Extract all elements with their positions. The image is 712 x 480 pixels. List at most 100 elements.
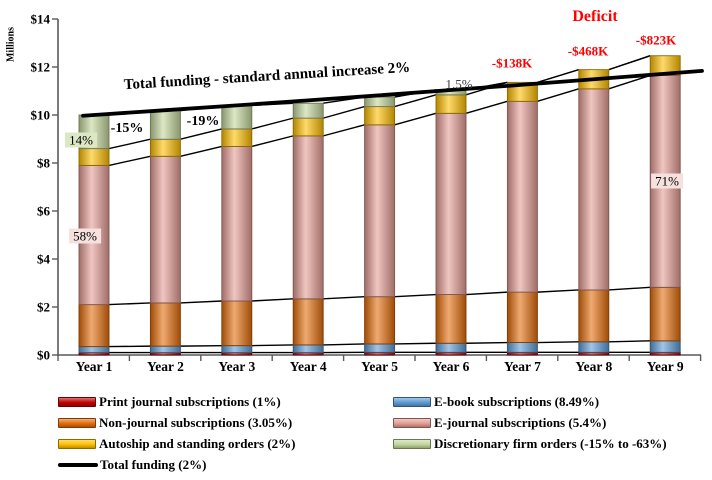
series-connector-line [323,105,365,119]
series-connector-line [465,341,508,344]
series-connector-line [537,341,579,344]
legend-line-swatch [58,462,98,467]
bar-segment-5-year-4 [292,102,324,119]
x-category-label: Year 6 [433,359,470,374]
x-category-label: Year 3 [218,359,255,374]
bar-segment-4-year-6 [435,94,467,114]
legend-item: E-book subscriptions (8.49%) [393,391,667,412]
legend-color-swatch [58,396,96,407]
bar-segment-4-year-5 [364,106,396,126]
legend-label: Total funding (2%) [100,456,207,472]
x-category-label: Year 1 [76,359,113,374]
series-connector-line [108,155,151,167]
legend-item: Print journal subscriptions (1%) [58,391,296,412]
series-connector-line [608,74,651,90]
series-connector-line [323,124,365,137]
legend-column-2: E-book subscriptions (8.49%) E-journal su… [393,391,667,454]
segment-pct-label: 58% [69,228,101,244]
series-connector-line [251,117,294,130]
bar-segment-2-year-5 [364,296,396,345]
series-connector-line [394,293,437,298]
bar-segment-2-year-7 [506,291,538,343]
bar-segment-3-year-2 [149,155,181,304]
series-connector-line [537,88,580,102]
discretionary-decline-label: -15% [110,121,144,136]
bar-segment-2-year-9 [649,286,681,342]
x-category-label: Year 8 [575,359,612,374]
bar-segment-2-year-4 [292,298,324,346]
bar-segment-1-year-2 [149,345,181,354]
legend-item: Autoship and standing orders (2%) [58,433,296,454]
legend-item: E-journal subscriptions (5.4%) [393,412,667,433]
series-connector-line [608,286,651,291]
x-category-label: Year 9 [647,359,684,374]
y-tick-label: $2 [37,300,50,315]
deficit-value-label: -$823K [635,32,677,48]
series-connector-line [394,342,437,345]
series-connector-line [180,145,222,157]
bar-segment-3-year-5 [364,124,396,298]
series-connector-line [608,55,651,71]
bar-segment-5-year-2 [149,110,181,140]
legend-column-1: Print journal subscriptions (1%) Non-jour… [58,391,296,475]
bar-segment-4-year-3 [221,128,253,147]
remaining-discretionary-pct-label: 1.5% [445,76,473,92]
bar-segment-1-year-9 [649,340,681,353]
legend-color-swatch [393,396,431,407]
series-connector-line [465,100,508,114]
bar-segment-3-year-6 [435,112,467,295]
legend-item: Discretionary firm orders (-15% to -63%) [393,433,667,454]
y-axis-title: Millions [5,27,17,63]
bar-segment-3-year-8 [578,88,610,291]
x-category-label: Year 4 [290,359,327,374]
bar-segment-1-year-3 [221,345,253,354]
bar-segment-3-year-3 [221,145,253,302]
bar-segment-5-year-3 [221,104,253,130]
y-tick-label: $6 [37,204,51,219]
series-connector-line [108,138,151,150]
legend-item: Non-journal subscriptions (3.05%) [58,412,296,433]
segment-pct-label: 14% [65,132,97,148]
bar-segment-1-year-8 [578,341,610,353]
series-connector-line [608,340,651,343]
legend-color-swatch [393,438,431,449]
deficit-heading: Deficit [572,8,618,25]
series-connector-line [108,302,151,306]
bar-segment-4-year-2 [149,138,181,157]
bar-segment-5-year-5 [364,96,396,108]
bar-segment-2-year-8 [578,289,610,343]
y-tick-label: $12 [31,60,51,75]
series-connector-line [394,94,437,108]
series-connector-line [251,298,294,302]
legend-color-swatch [58,438,96,449]
legend-color-swatch [393,417,431,428]
bar-segment-2-year-2 [149,302,181,347]
series-connector-line [537,68,580,84]
legend-color-swatch [58,417,96,428]
bar-segment-2-year-6 [435,294,467,344]
discretionary-decline-label: -19% [186,114,220,129]
segment-pct-label: 71% [651,173,683,189]
bar-segment-1-year-4 [292,344,324,354]
x-category-label: Year 2 [147,359,184,374]
series-connector-line [323,343,365,346]
y-tick-label: $0 [37,348,50,363]
legend-label: E-book subscriptions (8.49%) [434,393,600,409]
bar-segment-4-year-4 [292,117,324,137]
bar-segment-3-year-7 [506,100,538,293]
series-connector-line [251,135,294,148]
series-connector-line [180,128,222,140]
x-category-label: Year 7 [504,359,541,374]
total-funding-line [81,68,704,118]
series-connector-line [537,289,579,293]
y-tick-label: $14 [31,12,51,27]
bar-segment-3-year-4 [292,135,324,300]
series-connector-line [251,344,294,347]
x-category-label: Year 5 [361,359,398,374]
series-connector-line [394,112,437,126]
deficit-value-label: -$138K [491,55,533,71]
legend-label: Discretionary firm orders (-15% to -63%) [434,435,667,451]
legend-item: Total funding (2%) [58,454,296,475]
